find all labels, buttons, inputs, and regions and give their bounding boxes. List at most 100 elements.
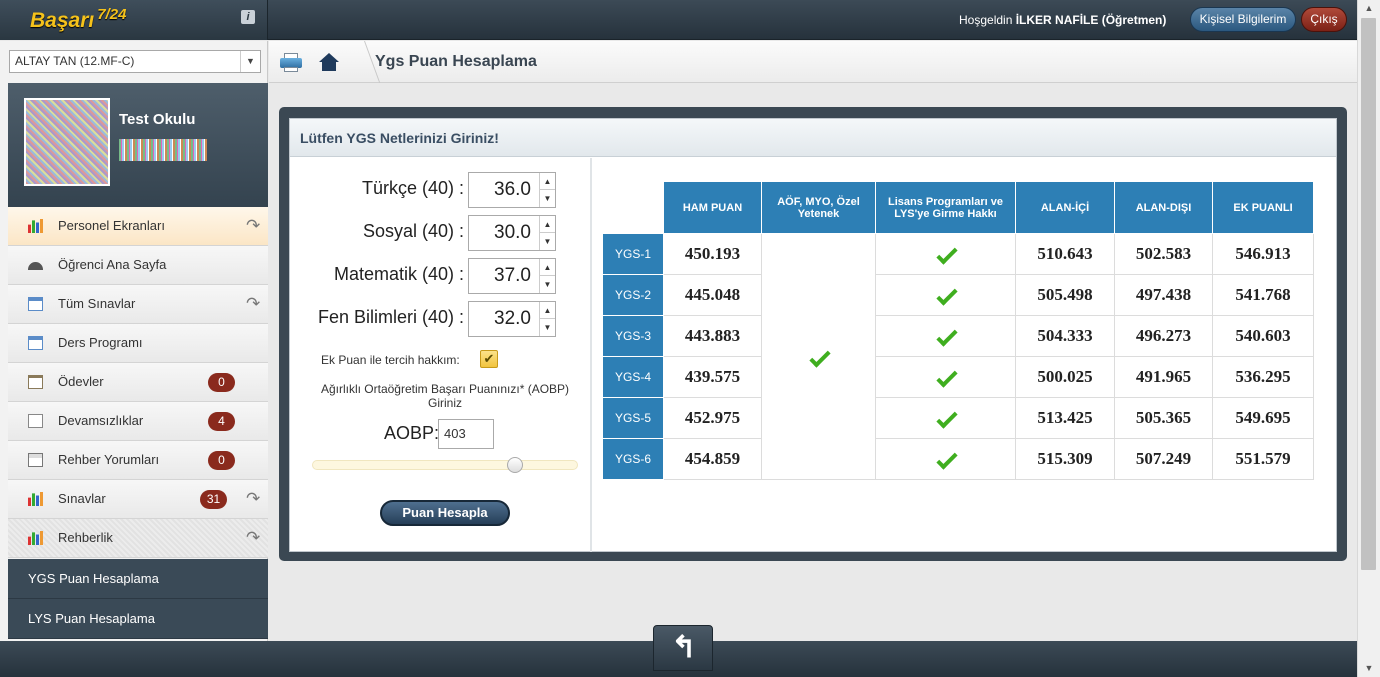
back-arrow-icon: ↰ — [671, 631, 697, 664]
alan-disi-cell: 505.365 — [1114, 397, 1213, 439]
stepper-value[interactable]: 36.0 — [494, 179, 531, 200]
lisans-cell — [875, 397, 1016, 439]
scroll-top-button[interactable]: ↰ — [653, 625, 713, 671]
scroll-up-icon[interactable]: ▲ — [1364, 3, 1374, 13]
field-turkce: Türkçe (40) : 36.0 ▲ ▼ — [290, 172, 592, 208]
row-label: YGS-5 — [602, 397, 664, 439]
printer-icon[interactable] — [280, 53, 302, 73]
ham-puan-cell: 450.193 — [663, 233, 762, 275]
decrement-icon[interactable]: ▼ — [539, 233, 555, 250]
alan-ici-cell: 513.425 — [1015, 397, 1115, 439]
exit-button[interactable]: Çıkış — [1301, 7, 1347, 32]
col-header: HAM PUAN — [663, 181, 762, 234]
increment-icon[interactable]: ▲ — [539, 216, 555, 233]
sidebar-item-personel[interactable]: Personel Ekranları ↷ — [8, 207, 268, 246]
dashboard-icon — [28, 262, 43, 270]
sidebar-item-label: Sınavlar — [58, 491, 106, 506]
sosyal-stepper[interactable]: 30.0 ▲ ▼ — [468, 215, 556, 251]
stepper-value[interactable]: 30.0 — [494, 222, 531, 243]
page-scrollbar[interactable]: ▲ ▼ — [1357, 0, 1380, 677]
stepper-value[interactable]: 32.0 — [494, 308, 531, 329]
table-row: YGS-4 439.575 500.025 491.965 536.295 — [602, 356, 1314, 398]
ham-puan-cell: 439.575 — [663, 356, 762, 398]
decrement-icon[interactable]: ▼ — [539, 319, 555, 336]
expand-arrow-icon[interactable]: ↷ — [246, 294, 261, 313]
home-icon[interactable] — [319, 53, 339, 71]
increment-icon[interactable]: ▲ — [539, 173, 555, 190]
ham-puan-cell: 443.883 — [663, 315, 762, 357]
sidebar-item-label: Rehberlik — [58, 530, 113, 545]
lisans-cell — [875, 274, 1016, 316]
decrement-icon[interactable]: ▼ — [539, 190, 555, 207]
aobp-description: Ağırlıklı Ortaöğretim Başarı Puanınızı* … — [320, 382, 570, 410]
expand-arrow-icon[interactable]: ↷ — [246, 216, 261, 235]
student-select[interactable]: ALTAY TAN (12.MF-C) ▼ — [9, 50, 261, 73]
field-sosyal: Sosyal (40) : 30.0 ▲ ▼ — [290, 215, 592, 251]
stepper-value[interactable]: 37.0 — [494, 265, 531, 286]
avatar — [24, 98, 110, 186]
sidebar-item-label: Personel Ekranları — [58, 218, 165, 233]
sidebar-item-odevler[interactable]: Ödevler 0 — [8, 363, 268, 402]
ek-puan-label: Ek Puan ile tercih hakkım: — [321, 353, 460, 367]
fen-stepper[interactable]: 32.0 ▲ ▼ — [468, 301, 556, 337]
alan-disi-cell: 497.438 — [1114, 274, 1213, 316]
app-logo[interactable]: Başarı 7/24 — [30, 6, 127, 32]
bar-chart-icon — [28, 492, 43, 506]
chevron-down-icon[interactable]: ▼ — [240, 51, 260, 72]
col-header: Lisans Programları ve LYS'ye Girme Hakkı — [875, 181, 1016, 234]
sidebar-item-rehberlik[interactable]: Rehberlik ↷ — [8, 519, 268, 558]
sidebar-item-ogrenci-ana-sayfa[interactable]: Öğrenci Ana Sayfa — [8, 246, 268, 285]
sidebar-item-ders-programi[interactable]: Ders Programı — [8, 324, 268, 363]
slider-handle[interactable] — [507, 457, 523, 473]
calendar-icon — [28, 297, 43, 311]
ek-puanli-cell: 549.695 — [1212, 397, 1314, 439]
info-icon[interactable]: i — [241, 10, 255, 24]
aobp-input[interactable]: 403 — [438, 419, 494, 449]
expand-arrow-icon[interactable]: ↷ — [246, 528, 261, 547]
notes-icon — [28, 453, 43, 467]
sidebar-item-rehber-yorumlari[interactable]: Rehber Yorumları 0 — [8, 441, 268, 480]
calculator-panel: Lütfen YGS Netlerinizi Giriniz! Türkçe (… — [279, 107, 1347, 561]
profile-button[interactable]: Kişisel Bilgilerim — [1190, 7, 1296, 32]
check-icon — [935, 409, 957, 423]
matematik-stepper[interactable]: 37.0 ▲ ▼ — [468, 258, 556, 294]
lisans-cell — [875, 356, 1016, 398]
expand-arrow-icon[interactable]: ↷ — [246, 489, 261, 508]
table-row: YGS-3 443.883 504.333 496.273 540.603 — [602, 315, 1314, 357]
clipboard-icon — [28, 375, 43, 389]
ham-puan-cell: 454.859 — [663, 438, 762, 480]
table-row: YGS-1 450.193 510.643 502.583 546.913 — [602, 233, 1314, 480]
sidebar-item-sinavlar[interactable]: Sınavlar 31 ↷ — [8, 480, 268, 519]
row-label: YGS-6 — [602, 438, 664, 480]
calendar-icon — [28, 336, 43, 350]
aobp-slider[interactable] — [312, 457, 578, 473]
scroll-thumb[interactable] — [1361, 18, 1376, 570]
count-badge: 0 — [208, 373, 235, 392]
field-label: Fen Bilimleri (40) : — [317, 307, 464, 327]
decrement-icon[interactable]: ▼ — [539, 276, 555, 293]
submenu-item-lys[interactable]: LYS Puan Hesaplama — [8, 599, 268, 639]
alan-disi-cell: 491.965 — [1114, 356, 1213, 398]
sidebar-item-devamsizliklar[interactable]: Devamsızlıklar 4 — [8, 402, 268, 441]
scroll-down-icon[interactable]: ▼ — [1364, 663, 1374, 673]
increment-icon[interactable]: ▲ — [539, 302, 555, 319]
submenu-item-ygs[interactable]: YGS Puan Hesaplama — [8, 559, 268, 599]
calculate-button[interactable]: Puan Hesapla — [380, 500, 510, 526]
alan-ici-cell: 515.309 — [1015, 438, 1115, 480]
sidebar-item-label: Ödevler — [58, 374, 104, 389]
alan-ici-cell: 505.498 — [1015, 274, 1115, 316]
input-form: Türkçe (40) : 36.0 ▲ ▼ Sosyal (40) : 30.… — [290, 158, 592, 552]
col-header: ALAN-DIŞI — [1114, 181, 1213, 234]
page-title: Ygs Puan Hesaplama — [375, 53, 537, 70]
sidebar-item-label: Ders Programı — [58, 335, 143, 350]
results-table-wrap: HAM PUAN AÖF, MYO, Özel Yetenek Lisans P… — [602, 181, 1314, 480]
panel-title: Lütfen YGS Netlerinizi Giriniz! — [290, 119, 1336, 157]
table-row: YGS-2 445.048 505.498 497.438 541.768 — [602, 274, 1314, 316]
sidebar-item-tum-sinavlar[interactable]: Tüm Sınavlar ↷ — [8, 285, 268, 324]
ek-puan-checkbox[interactable]: ✔ — [480, 350, 498, 368]
table-row: YGS-6 454.859 515.309 507.249 551.579 — [602, 438, 1314, 480]
table-corner — [602, 181, 664, 234]
turkce-stepper[interactable]: 36.0 ▲ ▼ — [468, 172, 556, 208]
increment-icon[interactable]: ▲ — [539, 259, 555, 276]
row-label: YGS-1 — [602, 233, 664, 275]
